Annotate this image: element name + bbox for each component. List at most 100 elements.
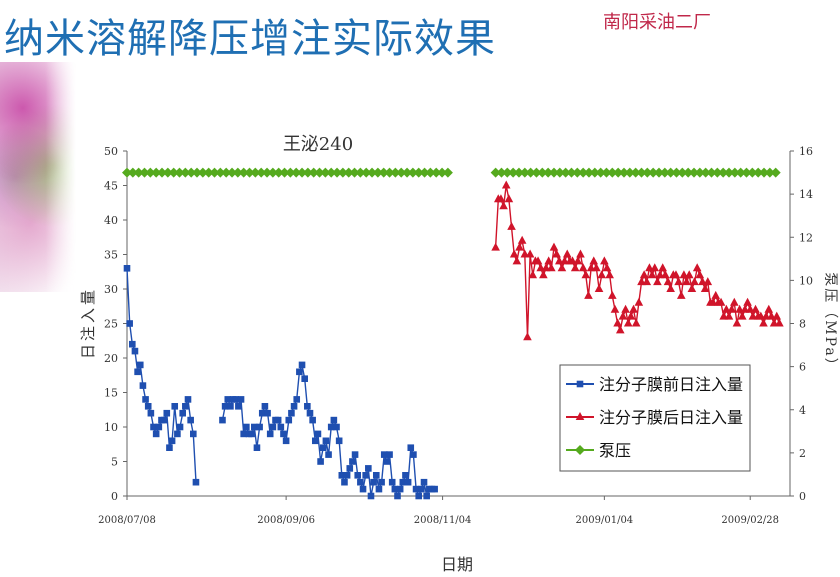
data-point bbox=[608, 290, 617, 299]
pump-pressure-point bbox=[343, 167, 354, 178]
data-point bbox=[296, 368, 303, 376]
pump-pressure-point bbox=[735, 167, 746, 178]
legend-marker bbox=[576, 380, 584, 388]
pump-pressure-point bbox=[706, 167, 717, 178]
pump-pressure-point bbox=[607, 167, 618, 178]
ticks-layer: 0 5 10 15 20 25 30 35 40 45 50 0 2 4 6 8 10 12 14 16 2008/07… bbox=[98, 145, 813, 526]
data-point bbox=[221, 403, 229, 410]
data-point bbox=[152, 430, 160, 438]
y2-axis-label: 泵压（MPa） bbox=[822, 272, 838, 373]
pump-pressure-point bbox=[583, 167, 594, 178]
legend-marker bbox=[575, 445, 585, 455]
pump-pressure-point bbox=[425, 167, 436, 178]
data-point bbox=[576, 249, 585, 258]
data-point bbox=[219, 416, 226, 424]
data-point bbox=[695, 270, 705, 279]
data-point bbox=[552, 249, 561, 258]
data-point bbox=[496, 194, 506, 203]
pump-pressure-point bbox=[712, 167, 723, 178]
data-point bbox=[261, 403, 269, 410]
data-point bbox=[288, 409, 295, 417]
data-point bbox=[266, 430, 274, 438]
legend-label: 注分子膜后日注入量 bbox=[599, 408, 743, 427]
pump-pressure-point bbox=[151, 167, 162, 178]
data-point bbox=[293, 396, 301, 403]
data-point bbox=[144, 403, 152, 410]
data-point bbox=[501, 180, 511, 189]
data-point bbox=[179, 409, 186, 417]
pump-pressure-point bbox=[513, 167, 524, 178]
y-tick-label: 20 bbox=[104, 352, 118, 365]
data-point bbox=[311, 437, 319, 445]
pump-pressure-point bbox=[525, 167, 536, 178]
pump-pressure-point bbox=[431, 167, 442, 178]
data-point bbox=[772, 311, 782, 320]
pump-pressure-point bbox=[642, 167, 653, 178]
data-point bbox=[415, 492, 423, 500]
y-tick-label: 25 bbox=[104, 318, 118, 331]
series-3 bbox=[122, 167, 781, 178]
data-point bbox=[507, 221, 516, 230]
data-point bbox=[491, 242, 500, 251]
y-axis-label: 日注入量 bbox=[79, 287, 97, 359]
pump-pressure-point bbox=[250, 167, 261, 178]
pump-pressure-point bbox=[349, 167, 360, 178]
data-point bbox=[370, 478, 377, 486]
pump-pressure-point bbox=[554, 167, 565, 178]
data-point bbox=[578, 263, 588, 272]
pump-pressure-point bbox=[244, 167, 255, 178]
data-point bbox=[570, 263, 580, 272]
data-point bbox=[661, 270, 670, 279]
pump-pressure-point bbox=[718, 167, 729, 178]
data-point bbox=[499, 201, 508, 210]
series-layer bbox=[122, 167, 784, 500]
pump-pressure-point bbox=[659, 167, 670, 178]
pump-pressure-point bbox=[566, 167, 577, 178]
y2-tick-label: 4 bbox=[799, 404, 806, 417]
data-point bbox=[573, 256, 583, 265]
data-point bbox=[589, 256, 599, 265]
pump-pressure-point bbox=[174, 167, 185, 178]
data-point bbox=[523, 332, 532, 341]
pump-pressure-point bbox=[508, 167, 519, 178]
data-point bbox=[359, 485, 367, 493]
data-point bbox=[671, 270, 681, 279]
data-point bbox=[378, 478, 385, 486]
pump-pressure-point bbox=[291, 167, 302, 178]
data-point bbox=[557, 263, 567, 272]
data-point bbox=[250, 423, 258, 431]
pump-pressure-point bbox=[560, 167, 571, 178]
data-point bbox=[319, 444, 327, 451]
data-point bbox=[155, 423, 163, 431]
data-point bbox=[322, 437, 330, 445]
data-point bbox=[412, 485, 420, 493]
data-point bbox=[581, 270, 591, 279]
data-point bbox=[174, 430, 181, 438]
data-point bbox=[525, 249, 535, 258]
pump-pressure-point bbox=[578, 167, 589, 178]
data-point bbox=[515, 242, 524, 251]
x-axis-label: 日期 bbox=[441, 555, 473, 574]
y2-tick-label: 2 bbox=[799, 447, 806, 460]
decorative-watercolor-image bbox=[0, 62, 76, 292]
data-point bbox=[674, 277, 683, 286]
series-2 bbox=[491, 180, 784, 341]
pump-pressure-point bbox=[531, 167, 542, 178]
data-point bbox=[732, 318, 742, 327]
pump-pressure-point bbox=[636, 167, 647, 178]
data-point bbox=[327, 423, 335, 431]
pump-pressure-point bbox=[442, 167, 453, 178]
data-point bbox=[431, 485, 438, 493]
data-point bbox=[139, 382, 147, 389]
pump-pressure-point bbox=[683, 167, 694, 178]
pump-pressure-point bbox=[209, 167, 220, 178]
pump-pressure-point bbox=[279, 167, 290, 178]
data-point bbox=[256, 423, 263, 431]
data-point bbox=[274, 416, 282, 424]
data-point bbox=[171, 403, 179, 410]
data-point bbox=[192, 478, 200, 486]
data-point bbox=[338, 472, 346, 479]
data-point bbox=[666, 284, 675, 292]
